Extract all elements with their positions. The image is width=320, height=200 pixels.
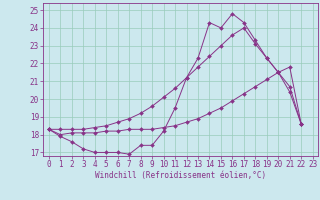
X-axis label: Windchill (Refroidissement éolien,°C): Windchill (Refroidissement éolien,°C) [95,171,266,180]
